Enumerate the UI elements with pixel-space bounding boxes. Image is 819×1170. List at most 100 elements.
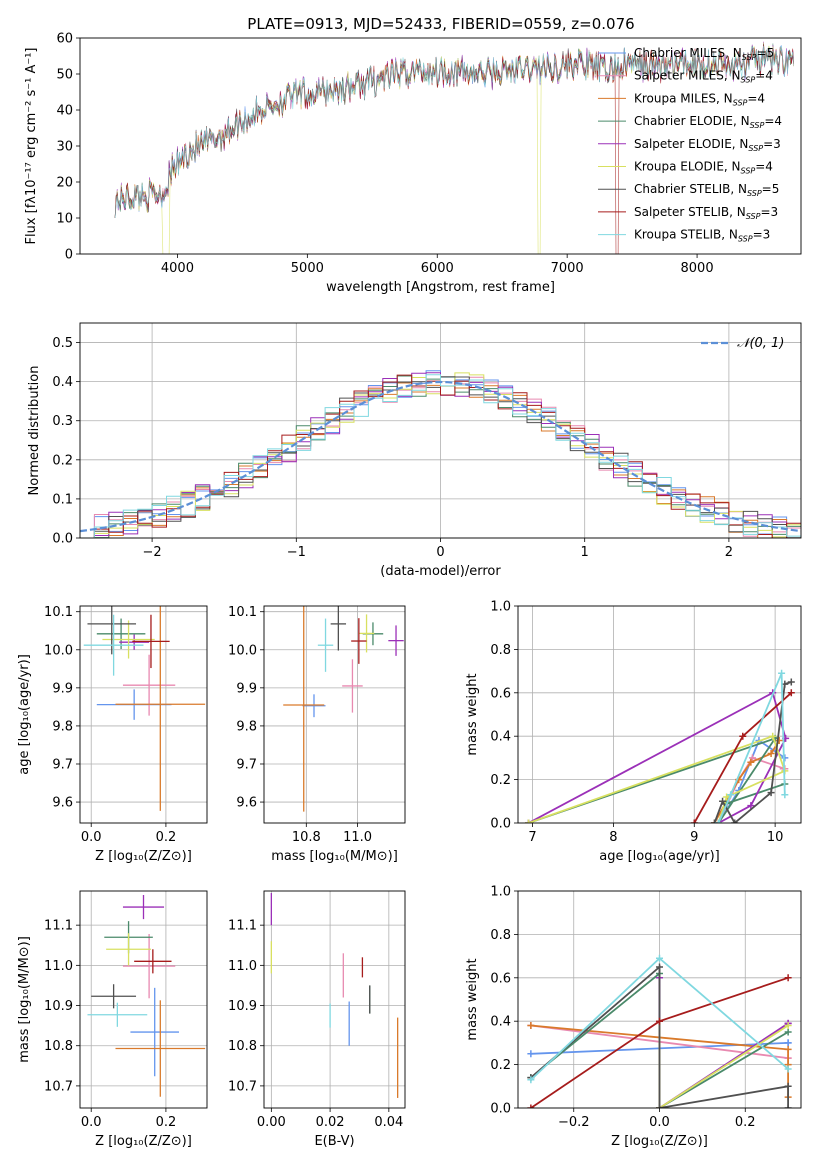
- x-tick-label: −2: [143, 545, 162, 560]
- legend-entry: Chabrier ELODIE, NSSP=4: [634, 114, 782, 130]
- y-tick-label: 9.9: [236, 681, 257, 696]
- y-tick-label: 0.6: [490, 971, 511, 986]
- weight-marker: [784, 1065, 792, 1073]
- weight-marker: [690, 819, 698, 823]
- y-tick-label: 10.8: [44, 1039, 73, 1054]
- weight-marker: [656, 1104, 663, 1108]
- weight-line: [693, 692, 792, 823]
- weight-marker: [527, 1076, 535, 1084]
- y-tick-label: 10.9: [228, 999, 257, 1014]
- plot-area: [527, 954, 792, 1108]
- weight-marker: [784, 1039, 792, 1047]
- x-tick-label: 10: [767, 830, 784, 845]
- weight-marker: [784, 1022, 792, 1030]
- panel-Z-weight: −0.2 0.0 0.2 0.0 0.2 0.4 0.6 0.8 1.0 Z [log₁₀(Z/Z…: [465, 885, 802, 1149]
- y-tick-label: 0.2: [52, 453, 73, 468]
- axes-frame: [79, 37, 802, 255]
- histogram-step: [80, 374, 801, 538]
- y-tick-label: 9.6: [236, 796, 257, 811]
- x-tick-label: 8000: [681, 261, 714, 276]
- y-tick-label: 40: [56, 104, 73, 119]
- y-tick-label: 60: [56, 32, 73, 47]
- y-tick-label: 0.1: [52, 492, 73, 507]
- x-tick-label: 0.2: [156, 830, 177, 845]
- weight-marker: [787, 678, 795, 686]
- x-tick-label: 9: [690, 830, 698, 845]
- y-tick-label: 10: [56, 212, 73, 227]
- x-axis-label: E(B-V): [314, 1134, 354, 1149]
- weight-line: [528, 736, 786, 823]
- plot-area: [270, 893, 399, 1098]
- weight-marker: [769, 732, 777, 740]
- weight-marker: [784, 974, 792, 982]
- x-axis-label: Z [log₁₀(Z/Z⊙)]: [611, 1134, 708, 1149]
- y-tick-label: 0.0: [490, 1102, 511, 1117]
- weight-marker: [719, 797, 727, 805]
- y-tick-label: 10.1: [228, 605, 257, 620]
- y-tick-label: 1.0: [490, 600, 511, 615]
- x-tick-label: 0: [436, 545, 444, 560]
- x-tick-label: 0.0: [649, 1115, 670, 1130]
- weight-marker: [767, 750, 775, 758]
- x-tick-label: 0.2: [156, 1115, 177, 1130]
- weight-marker: [731, 819, 739, 823]
- y-tick-label: 11.0: [228, 959, 257, 974]
- spectrum-line: [114, 45, 794, 219]
- y-tick-label: 0.2: [490, 773, 511, 788]
- weight-marker: [747, 802, 755, 810]
- y-tick-label: 10.7: [228, 1079, 257, 1094]
- axes-frame: [517, 605, 802, 824]
- y-tick-label: 10.8: [228, 1039, 257, 1054]
- y-tick-label: 10.0: [44, 643, 73, 658]
- x-tick-label: 6000: [421, 261, 454, 276]
- y-tick-label: 0.8: [490, 928, 511, 943]
- y-axis-label: age [log₁₀(age/yr)]: [17, 654, 32, 775]
- x-axis-label: Z [log₁₀(Z/Z⊙)]: [95, 1134, 192, 1149]
- weight-line: [717, 672, 786, 823]
- x-tick-label: 0.04: [374, 1115, 403, 1130]
- panel-Z-age: 0.0 0.2 9.6 9.7 9.8 9.9 10.0 10.1 Z [log₁₀(Z/Z⊙)…: [17, 605, 208, 864]
- axes-frame: [263, 890, 406, 1109]
- x-axis-label: age [log₁₀(age/yr)]: [599, 849, 720, 864]
- plot-area: [80, 370, 801, 538]
- axes-frame: [79, 890, 208, 1109]
- panel-Z-mass: 0.0 0.2 10.7 10.8 10.9 11.0 11.1 Z [log₁₀(Z/Z⊙)…: [17, 890, 208, 1149]
- histogram-step: [80, 374, 801, 538]
- plot-area: [87, 895, 206, 1097]
- weight-marker: [727, 791, 735, 799]
- weight-marker: [781, 754, 789, 762]
- y-axis-label: mass [log₁₀(M/M⊙)]: [17, 936, 32, 1063]
- weight-marker: [748, 754, 756, 762]
- plot-area: [283, 606, 404, 812]
- y-tick-label: 10.1: [44, 605, 73, 620]
- x-tick-label: 11.0: [343, 830, 372, 845]
- weight-marker: [527, 1022, 535, 1030]
- legend-entry: Salpeter MILES, NSSP=4: [634, 69, 773, 85]
- panel-EBV-mass: 0.00 0.02 0.04 10.7 10.8 10.9 11.0 11.1 E(B-V): [228, 890, 406, 1149]
- y-tick-label: 0.4: [52, 375, 73, 390]
- weight-marker: [784, 1028, 792, 1036]
- legend-entry: Salpeter STELIB, NSSP=3: [634, 205, 778, 221]
- weight-marker: [739, 732, 747, 740]
- plot-area: [114, 41, 794, 254]
- legend-entry: Salpeter ELODIE, NSSP=3: [634, 137, 781, 153]
- weight-marker: [784, 1045, 792, 1053]
- x-tick-label: 8: [609, 830, 617, 845]
- weight-marker: [525, 819, 533, 823]
- weight-marker: [715, 819, 723, 823]
- y-tick-label: 0.0: [490, 817, 511, 832]
- weight-marker: [784, 1082, 792, 1090]
- x-tick-label: 0.0: [81, 1115, 102, 1130]
- y-tick-label: 0.4: [490, 730, 511, 745]
- y-tick-label: 1.0: [490, 885, 511, 900]
- x-tick-label: 5000: [291, 261, 324, 276]
- plot-area: [525, 669, 795, 823]
- y-tick-label: 10.7: [44, 1079, 73, 1094]
- y-tick-label: 0: [65, 248, 73, 263]
- weight-marker: [778, 669, 786, 677]
- x-tick-label: 0.00: [257, 1115, 286, 1130]
- x-tick-label: 4000: [161, 261, 194, 276]
- weight-marker: [784, 1104, 792, 1108]
- y-tick-label: 0.5: [52, 336, 73, 351]
